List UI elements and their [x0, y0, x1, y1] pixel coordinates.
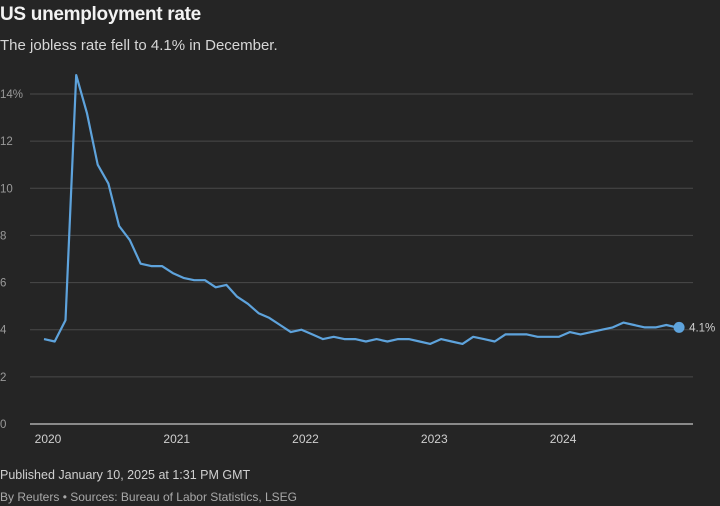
published-date: Published January 10, 2025 at 1:31 PM GM…	[0, 468, 251, 482]
unemployment-line	[43, 74, 678, 345]
y-tick-label: 14%	[0, 89, 23, 101]
y-tick-label: 8	[0, 230, 6, 242]
y-tick-label: 0	[0, 419, 6, 431]
x-tick-label: 2023	[421, 432, 448, 446]
y-tick-label: 12	[0, 136, 13, 148]
y-tick-label: 2	[0, 372, 6, 384]
x-tick-label: 2022	[292, 432, 319, 446]
x-tick-label: 2024	[550, 432, 577, 446]
end-value-label: 4.1%	[689, 322, 715, 334]
end-point-marker	[673, 321, 685, 333]
chart-subtitle: The jobless rate fell to 4.1% in Decembe…	[0, 37, 278, 54]
chart-title: US unemployment rate	[0, 4, 201, 25]
y-tick-label: 4	[0, 325, 7, 337]
y-tick-label: 6	[0, 278, 6, 290]
x-tick-label: 2021	[163, 432, 190, 446]
x-tick-label: 2020	[35, 432, 62, 446]
y-tick-label: 10	[0, 183, 13, 195]
source-credit: By Reuters • Sources: Bureau of Labor St…	[0, 490, 298, 504]
